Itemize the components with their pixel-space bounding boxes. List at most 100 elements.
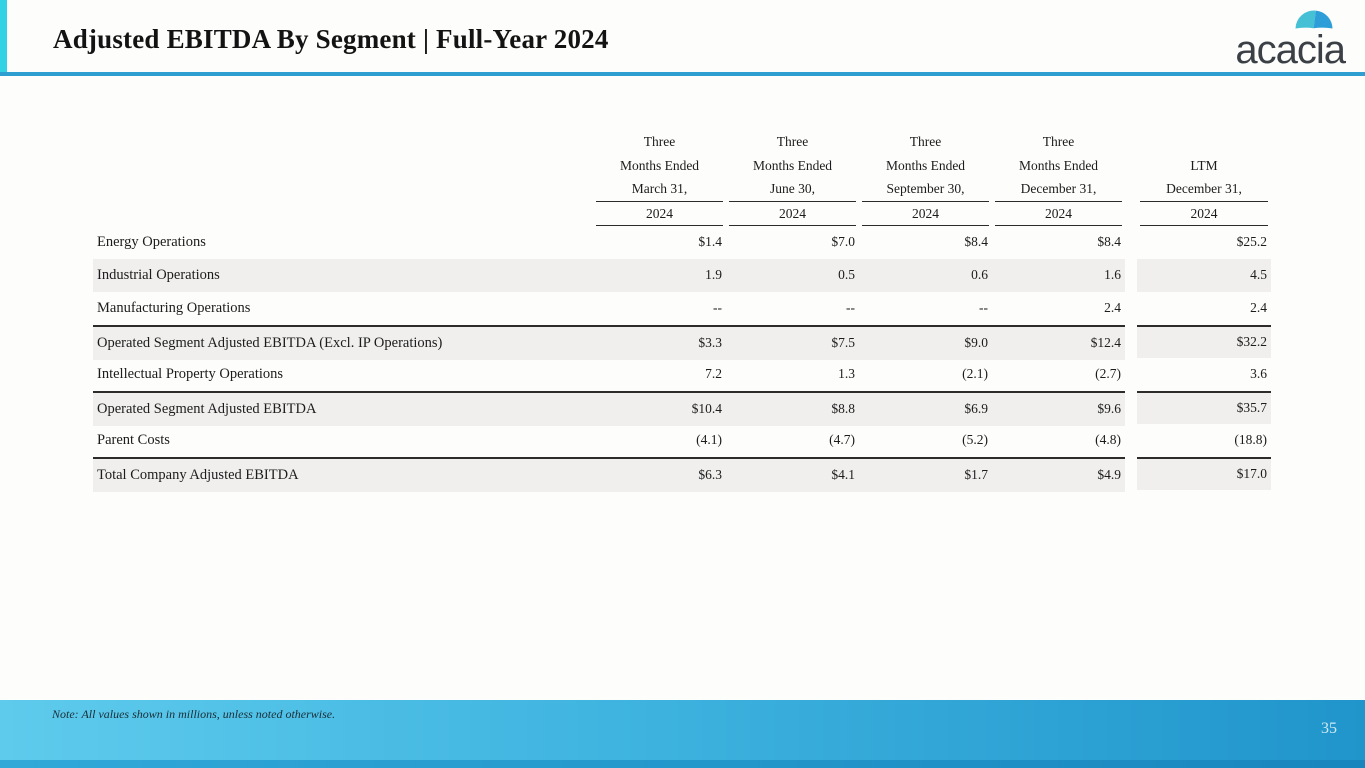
table-row-main: Parent Costs (4.1) (4.7) (5.2) (4.8) <box>93 424 1125 457</box>
table-header-main: Three Months Ended March 31, 2024 Three Month… <box>93 130 1125 226</box>
table-row: Industrial Operations 1.9 0.5 0.6 1.6 4.5 <box>93 258 1271 292</box>
column-header-line: December 31, <box>1020 181 1097 196</box>
column-header-line: Months Ended <box>1018 157 1099 173</box>
slide-title: Adjusted EBITDA By Segment | Full-Year 2… <box>53 24 609 54</box>
table-row: Energy Operations $1.4 $7.0 $8.4 $8.4 $25.2 <box>93 225 1271 259</box>
column-gap <box>1125 225 1137 259</box>
column-gap <box>1125 324 1137 358</box>
column-header-line <box>1140 130 1268 154</box>
row-label: Energy Operations <box>97 233 206 250</box>
column-header: Three Months Ended March 31, 2024 <box>593 130 726 226</box>
row-value: -- <box>979 300 988 315</box>
table-row-main: Intellectual Property Operations 7.2 1.3 (2… <box>93 358 1125 391</box>
row-value: $6.9 <box>964 401 988 416</box>
column-header: Three Months Ended December 31, 2024 <box>992 130 1125 226</box>
row-value: $4.9 <box>1097 467 1121 482</box>
row-value: (5.2) <box>962 432 988 447</box>
row-value: $9.0 <box>964 335 988 350</box>
row-value-ltm: $17.0 <box>1137 456 1271 490</box>
page-number: 35 <box>1321 720 1337 737</box>
row-value: $8.4 <box>1097 234 1121 249</box>
row-value: (4.7) <box>829 432 855 447</box>
row-value: $1.4 <box>698 234 722 249</box>
row-value: $1.7 <box>964 467 988 482</box>
table-row: Parent Costs (4.1) (4.7) (5.2) (4.8) (18.8) <box>93 423 1271 457</box>
row-value: 1.6 <box>1104 267 1121 282</box>
column-header-year: 2024 <box>995 200 1122 226</box>
acacia-logo: acacia <box>1185 8 1346 72</box>
column-header-year: 2024 <box>729 200 856 226</box>
row-value: $7.5 <box>831 335 855 350</box>
logo-wordmark: acacia <box>1235 28 1346 72</box>
row-value: $12.4 <box>1090 335 1121 350</box>
row-label: Operated Segment Adjusted EBITDA (Excl. … <box>97 334 443 351</box>
row-label: Parent Costs <box>97 431 170 448</box>
table-row: Intellectual Property Operations 7.2 1.3 (2… <box>93 357 1271 391</box>
row-value: -- <box>846 300 855 315</box>
row-value-ltm: (18.8) <box>1234 432 1267 447</box>
row-label: Industrial Operations <box>97 266 220 283</box>
column-header-line: Three <box>1042 134 1075 149</box>
column-header-line: Three <box>776 134 809 149</box>
row-value: $8.8 <box>831 401 855 416</box>
row-value: $6.3 <box>698 467 722 482</box>
row-value: (2.7) <box>1095 366 1121 381</box>
column-header-line: December 31, <box>1166 181 1242 196</box>
row-value: 1.3 <box>838 366 855 381</box>
table-row: Operated Segment Adjusted EBITDA $10.4 $8.… <box>93 390 1271 426</box>
column-header-line: Months Ended <box>885 157 966 173</box>
column-gap <box>1125 456 1137 490</box>
column-gap <box>1125 390 1137 424</box>
row-value: (4.1) <box>696 432 722 447</box>
column-gap <box>1125 357 1137 391</box>
row-value-ltm: 3.6 <box>1250 366 1267 381</box>
logo-dome-icon <box>1295 10 1333 29</box>
row-value: $3.3 <box>698 335 722 350</box>
table-row-main: Manufacturing Operations -- -- -- 2.4 <box>93 292 1125 325</box>
row-value: 1.9 <box>705 267 722 282</box>
column-header-line: Three <box>643 134 676 149</box>
slide-footer: Note: All values shown in millions, unle… <box>0 700 1365 760</box>
column-header-line: Three <box>909 134 942 149</box>
row-value: $8.4 <box>964 234 988 249</box>
column-header-line: June 30, <box>770 181 815 196</box>
column-gap <box>1125 291 1137 325</box>
row-value-ltm: $32.2 <box>1137 324 1271 358</box>
footnote: Note: All values shown in millions, unle… <box>52 707 336 721</box>
slide-header: Adjusted EBITDA By Segment | Full-Year 2… <box>0 0 1365 76</box>
column-gap <box>1125 423 1137 457</box>
column-header-line: Months Ended <box>752 157 833 173</box>
row-value: (4.8) <box>1095 432 1121 447</box>
column-header-line: March 31, <box>631 181 688 196</box>
column-header-line: LTM <box>1190 157 1218 173</box>
row-value-ltm: $35.7 <box>1137 390 1271 424</box>
table-row-main: Operated Segment Adjusted EBITDA (Excl. … <box>93 324 1125 360</box>
column-header-line: September 30, <box>886 181 965 196</box>
table-row: Total Company Adjusted EBITDA $6.3 $4.1 $1.… <box>93 456 1271 492</box>
table-row-main: Total Company Adjusted EBITDA $6.3 $4.1 $1.… <box>93 456 1125 492</box>
row-value: (2.1) <box>962 366 988 381</box>
row-value: -- <box>713 300 722 315</box>
table-row-main: Operated Segment Adjusted EBITDA $10.4 $8.… <box>93 390 1125 426</box>
row-value-ltm: 2.4 <box>1250 300 1267 315</box>
column-header: Three Months Ended June 30, 2024 <box>726 130 859 226</box>
table-row-main: Industrial Operations 1.9 0.5 0.6 1.6 <box>93 258 1125 292</box>
column-header-line: Months Ended <box>619 157 700 173</box>
column-header-year: 2024 <box>862 200 989 226</box>
column-gap <box>1125 258 1137 292</box>
row-value: $4.1 <box>831 467 855 482</box>
row-label: Total Company Adjusted EBITDA <box>97 466 299 483</box>
row-value: 7.2 <box>705 366 722 381</box>
row-value: 0.6 <box>971 267 988 282</box>
row-label: Intellectual Property Operations <box>97 365 284 382</box>
column-gap <box>1125 130 1137 226</box>
table-header-row: Three Months Ended March 31, 2024 Three Month… <box>93 130 1271 226</box>
table-row: Manufacturing Operations -- -- -- 2.4 2.4 <box>93 291 1271 325</box>
row-value: $9.6 <box>1097 401 1121 416</box>
row-value: $7.0 <box>831 234 855 249</box>
row-value: 2.4 <box>1104 300 1121 315</box>
table-row-main: Energy Operations $1.4 $7.0 $8.4 $8.4 <box>93 226 1125 259</box>
column-header-ltm: LTM December 31, 2024 <box>1137 130 1271 226</box>
column-header-year: 2024 <box>1140 200 1268 226</box>
